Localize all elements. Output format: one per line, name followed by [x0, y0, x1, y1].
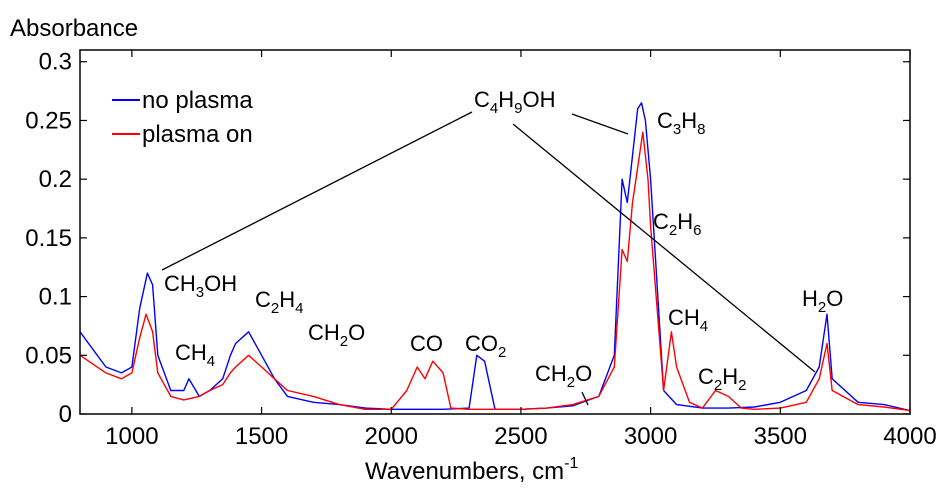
- annotation-label: CH4: [668, 305, 708, 335]
- x-tick-label: 1000: [105, 423, 158, 450]
- plot-frame: [79, 49, 911, 415]
- y-tick-label: 0.2: [39, 166, 72, 193]
- annotation-label: C2H6: [653, 209, 701, 239]
- annotation-label: CH2O: [535, 361, 592, 391]
- x-tick-label: 3500: [754, 423, 807, 450]
- annotation-pointer: [581, 391, 589, 406]
- annotation-label: C3H8: [657, 108, 705, 138]
- x-axis-title-sup: -1: [564, 455, 578, 472]
- annotation-lines: [161, 111, 816, 406]
- y-tick-label: 0.3: [39, 49, 72, 76]
- x-tick-label: 4000: [883, 423, 936, 450]
- annotations: C4H9OH C3H8 C2H6 CH3OH C2H4 CH4 CH2O CO CO2 CH2O C…: [164, 87, 843, 394]
- series-line-plasma-on: [79, 131, 911, 412]
- plot-lines: [79, 102, 911, 412]
- annotation-label: CO2: [465, 331, 506, 361]
- annotation-label: CO: [410, 331, 443, 356]
- annotation-label: CH3OH: [164, 271, 237, 301]
- legend-label-plasma-on: plasma on: [142, 121, 253, 148]
- x-tick-label: 2000: [365, 423, 418, 450]
- legend: no plasma plasma on: [112, 87, 253, 148]
- annotation-pointer: [512, 123, 816, 373]
- ticks: 1000 1500 2000 2500 3000 3500 4000 0 0.05 0.1 0.15…: [25, 49, 936, 450]
- x-tick-label: 3000: [624, 423, 677, 450]
- y-tick-label: 0.15: [25, 225, 72, 252]
- annotation-label: C2H2: [698, 364, 746, 394]
- x-tick-label: 1500: [235, 423, 288, 450]
- y-tick-label: 0.25: [25, 107, 72, 134]
- annotation-pointer: [571, 113, 629, 135]
- annotation-pointer: [161, 111, 473, 271]
- annotation-label: C2H4: [255, 287, 303, 317]
- annotation-label: CH4: [175, 340, 215, 370]
- annotation-label: CH2O: [308, 320, 365, 350]
- legend-label-no-plasma: no plasma: [142, 87, 253, 114]
- y-axis-title: Absorbance: [10, 15, 138, 42]
- annotation-label: H2O: [802, 286, 843, 316]
- x-axis-title: Wavenumbers, cm-1: [365, 455, 579, 485]
- y-tick-label: 0.05: [25, 342, 72, 369]
- x-tick-label: 2500: [494, 423, 547, 450]
- y-tick-label: 0: [59, 401, 72, 428]
- x-axis-title-text: Wavenumbers, cm: [365, 458, 564, 485]
- annotation-label: C4H9OH: [474, 87, 555, 117]
- series-line-no-plasma: [79, 102, 911, 412]
- y-tick-label: 0.1: [39, 284, 72, 311]
